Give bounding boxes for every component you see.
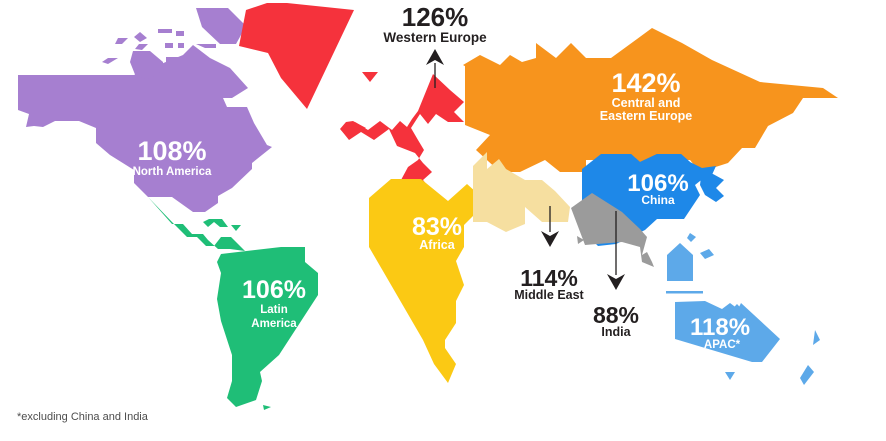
svg-text:Middle East: Middle East — [514, 288, 584, 302]
svg-text:*excluding China and India: *excluding China and India — [17, 411, 149, 423]
svg-text:106%: 106% — [242, 276, 306, 304]
svg-text:83%: 83% — [412, 213, 462, 241]
svg-text:APAC*: APAC* — [704, 339, 741, 351]
svg-text:118%: 118% — [690, 314, 750, 341]
svg-text:Latin: Latin — [260, 304, 287, 316]
svg-text:Western Europe: Western Europe — [383, 30, 487, 45]
svg-text:Central and: Central and — [612, 96, 681, 110]
svg-text:Eastern Europe: Eastern Europe — [600, 109, 692, 123]
svg-text:126%: 126% — [402, 2, 469, 32]
svg-text:North America: North America — [133, 166, 212, 178]
svg-text:India: India — [601, 325, 631, 339]
svg-text:America: America — [251, 318, 297, 330]
svg-text:142%: 142% — [611, 68, 680, 98]
svg-text:108%: 108% — [137, 136, 206, 166]
svg-text:China: China — [641, 193, 675, 207]
svg-text:Africa: Africa — [419, 238, 455, 252]
